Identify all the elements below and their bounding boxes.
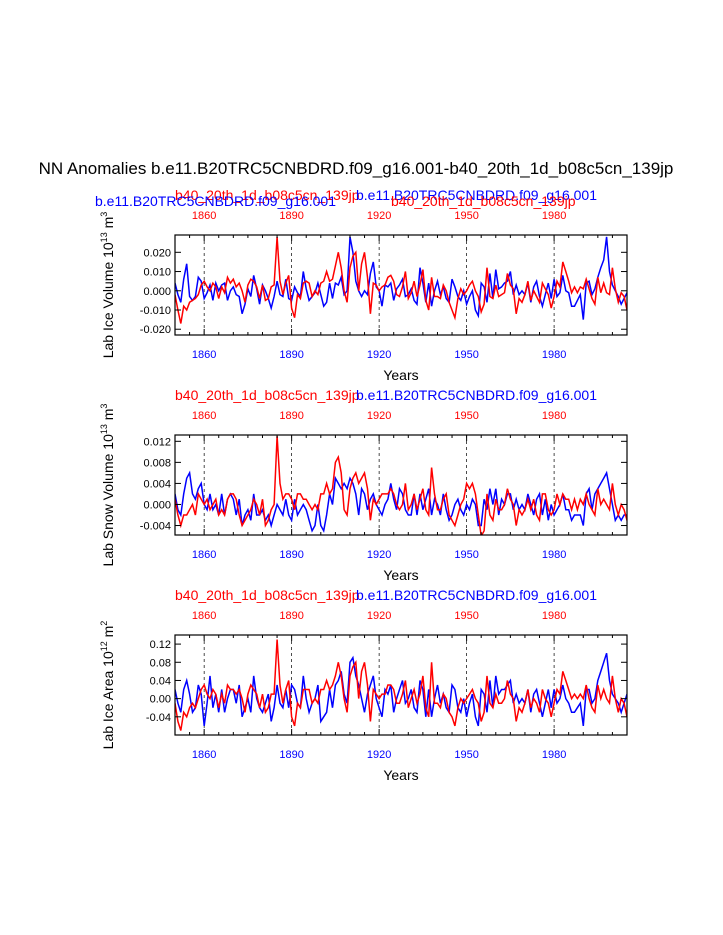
series-line-red	[175, 436, 627, 535]
xaxis-label: Years	[383, 767, 418, 783]
ytick-label: 0.08	[150, 657, 171, 669]
ytick-label: 0.020	[143, 247, 171, 259]
yaxis-label: Lab Ice Area 1012 m2	[99, 621, 116, 750]
plot-frame	[174, 434, 628, 536]
series-label-red: b40_20th_1d_b08c5cn_139jp	[391, 193, 576, 209]
top-series-label-red: b40_20th_1d_b08c5cn_139jp	[175, 587, 360, 603]
xaxis-label: Years	[383, 567, 418, 583]
ytick-label: 0.010	[143, 267, 171, 279]
xaxis-label: Years	[383, 367, 418, 383]
figure-title: NN Anomalies b.e11.B20TRC5CNBDRD.f09_g16…	[39, 159, 674, 178]
top-series-label-blue: b.e11.B20TRC5CNBDRD.f09_g16.001	[356, 187, 597, 203]
top-xtick-label: 1980	[542, 610, 566, 622]
xtick-label: 1860	[192, 749, 216, 761]
xtick-label: 1980	[542, 549, 566, 561]
xtick-label: 1920	[367, 349, 391, 361]
xtick-label: 1860	[192, 549, 216, 561]
top-series-label-blue: b.e11.B20TRC5CNBDRD.f09_g16.001	[356, 387, 597, 403]
xtick-label: 1950	[454, 549, 478, 561]
xtick-label: 1920	[367, 549, 391, 561]
xtick-label: 1980	[542, 349, 566, 361]
top-xtick-label: 1890	[279, 610, 303, 622]
series-line-blue	[175, 470, 627, 534]
top-xtick-label: 1920	[367, 410, 391, 422]
top-xtick-label: 1890	[279, 410, 303, 422]
ytick-label: 0.012	[143, 436, 171, 448]
ytick-label: 0.04	[150, 675, 171, 687]
series-line-red	[175, 236, 627, 324]
top-xtick-label: 1980	[542, 210, 566, 222]
top-xtick-label: 1950	[454, 410, 478, 422]
series-line-red	[175, 639, 627, 731]
ytick-label: 0.000	[143, 499, 171, 511]
panels: -0.020 -0.010 0.000 0.010 0.020 1860 1890 1920 1…	[95, 187, 628, 783]
top-series-label-red: b40_20th_1d_b08c5cn_139jp	[175, 187, 360, 203]
series-label-blue: b.e11.B20TRC5CNBDRD.f09_g16.001	[95, 193, 336, 209]
ytick-label: -0.010	[140, 305, 171, 317]
ytick-label: 0.000	[143, 286, 171, 298]
plot-frame	[174, 634, 628, 736]
xtick-label: 1890	[279, 749, 303, 761]
top-xtick-label: 1920	[367, 610, 391, 622]
ytick-label: -0.020	[140, 324, 171, 336]
xtick-label: 1890	[279, 549, 303, 561]
ytick-label: 0.004	[143, 478, 171, 490]
series-line-blue	[175, 236, 627, 320]
xtick-label: 1980	[542, 749, 566, 761]
top-xtick-label: 1860	[192, 410, 216, 422]
yaxis-label: Lab Snow Volume 1013 m3	[99, 404, 116, 567]
top-xtick-label: 1980	[542, 410, 566, 422]
ytick-label: -0.04	[146, 712, 171, 724]
top-series-label-blue: b.e11.B20TRC5CNBDRD.f09_g16.001	[356, 587, 597, 603]
xtick-label: 1890	[279, 349, 303, 361]
xtick-label: 1860	[192, 349, 216, 361]
panel-3: -0.04 0.00 0.04 0.08 0.12 1860 1890 1920 1950 198…	[99, 587, 628, 783]
yaxis-label: Lab Ice Volume 1013 m3	[99, 212, 116, 359]
xtick-label: 1950	[454, 749, 478, 761]
ytick-label: -0.004	[140, 521, 171, 533]
xtick-label: 1920	[367, 749, 391, 761]
xtick-label: 1950	[454, 349, 478, 361]
top-xtick-label: 1890	[279, 210, 303, 222]
ytick-label: 0.00	[150, 694, 171, 706]
top-xtick-label: 1860	[192, 210, 216, 222]
ytick-label: 0.12	[150, 639, 171, 651]
top-series-label-red: b40_20th_1d_b08c5cn_139jp	[175, 387, 360, 403]
top-xtick-label: 1860	[192, 610, 216, 622]
plot-frame	[174, 234, 628, 336]
panel-2: -0.004 0.000 0.004 0.008 0.012 1860 1890 1920 19…	[99, 387, 628, 583]
series-line-blue	[175, 652, 627, 727]
ytick-label: 0.008	[143, 457, 171, 469]
panel-1: -0.020 -0.010 0.000 0.010 0.020 1860 1890 1920 1…	[95, 187, 628, 383]
top-xtick-label: 1920	[367, 210, 391, 222]
top-xtick-label: 1950	[454, 210, 478, 222]
top-xtick-label: 1950	[454, 610, 478, 622]
